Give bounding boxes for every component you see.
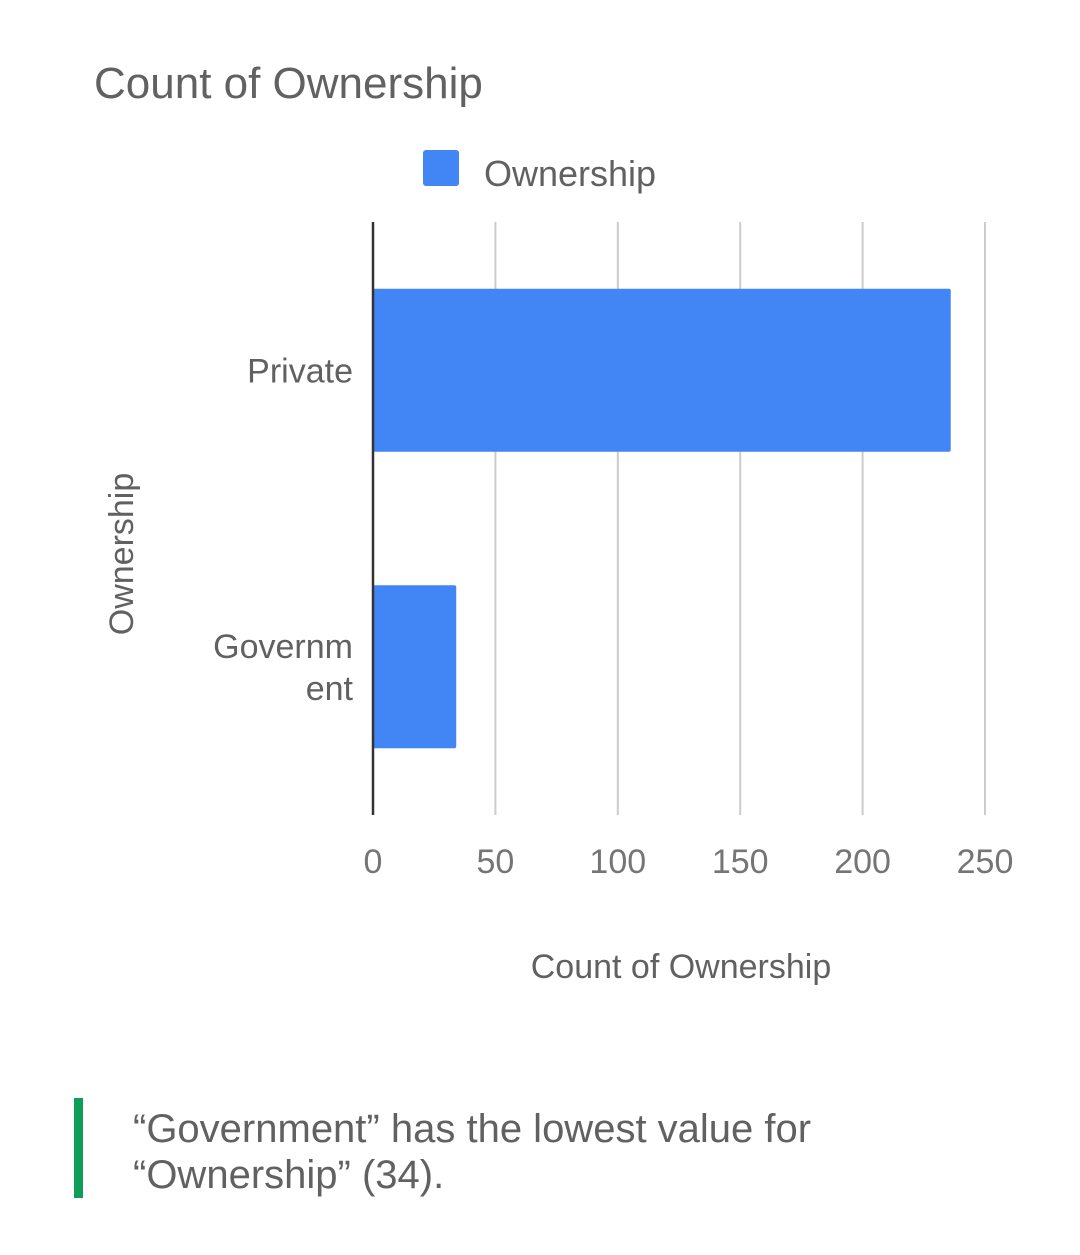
x-tick-label: 0 <box>364 843 383 881</box>
bar-chart: Count of Ownership Ownership 0 50 100 150 20… <box>94 59 1014 986</box>
x-tick-labels: 0 50 100 150 200 250 <box>364 843 1014 881</box>
x-tick-label: 200 <box>834 843 891 881</box>
bar-private <box>373 288 951 452</box>
bars <box>373 288 951 749</box>
x-axis-title: Count of Ownership <box>531 948 832 986</box>
category-label-government: Governm ent <box>213 628 353 708</box>
y-axis-title: Ownership <box>103 473 141 636</box>
x-tick-label: 100 <box>589 843 646 881</box>
legend-swatch <box>423 150 459 186</box>
legend: Ownership <box>423 150 656 194</box>
insight-text: “Government” has the lowest value for “O… <box>133 1107 812 1197</box>
legend-label: Ownership <box>484 153 656 194</box>
x-tick-label: 150 <box>712 843 769 881</box>
bar-government <box>373 585 457 749</box>
x-tick-label: 250 <box>957 843 1014 881</box>
category-labels: Private Governm ent <box>213 352 353 708</box>
chart-title: Count of Ownership <box>94 59 483 108</box>
x-tick-label: 50 <box>476 843 514 881</box>
insight-callout: “Government” has the lowest value for “O… <box>74 1098 974 1198</box>
category-label-private: Private <box>247 352 353 390</box>
